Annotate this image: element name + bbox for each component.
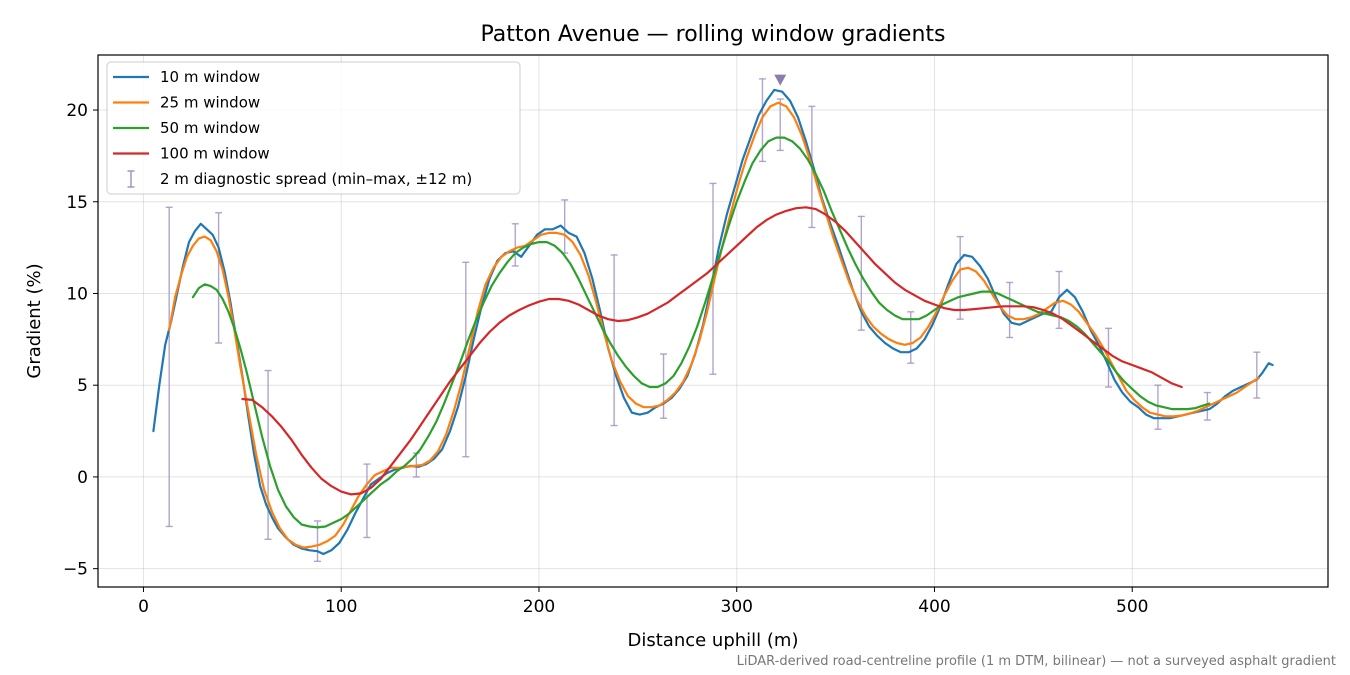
legend-entry: 50 m window: [113, 119, 260, 137]
series-line-50-m-window: [191, 136, 1211, 529]
footnote: LiDAR-derived road-centreline profile (1…: [737, 654, 1336, 669]
legend-label: 10 m window: [160, 68, 260, 86]
spread-bar: [1006, 281, 1014, 339]
series-line-100-m-window: [241, 206, 1183, 496]
plot-frame: [97, 54, 1329, 588]
y-axis-label: Gradient (%): [24, 263, 45, 378]
spread-bar: [363, 463, 371, 539]
spread-bar: [165, 206, 173, 528]
spread-bar: [1154, 384, 1162, 430]
x-tick-label: 300: [721, 597, 753, 617]
spread-bar: [660, 353, 668, 419]
legend-box: [106, 61, 521, 195]
x-tick-label: 200: [523, 597, 555, 617]
x-tick-label: 100: [325, 597, 357, 617]
axis-ticks: 0 100 200 300 400 500 −5 0 5 10 15 20: [63, 101, 1149, 617]
series-line-25-m-window: [168, 101, 1260, 549]
chart-title: Patton Avenue — rolling window gradients: [481, 22, 946, 47]
spread-bar: [776, 98, 784, 152]
spread-bar: [1055, 270, 1063, 330]
legend: 10 m window 25 m window 50 m window 100 m w…: [106, 61, 521, 195]
x-tick-label: 400: [918, 597, 950, 617]
legend-label: 50 m window: [160, 119, 260, 137]
spread-bar: [956, 235, 964, 320]
plot-area: [152, 74, 1274, 563]
y-tick-label: 20: [66, 101, 88, 121]
legend-entry: 10 m window: [113, 68, 260, 86]
legend-entry: 100 m window: [113, 145, 270, 163]
x-tick-label: 0: [138, 597, 149, 617]
y-tick-label: 15: [66, 193, 88, 213]
y-tick-label: 5: [77, 376, 88, 396]
y-tick-label: 10: [66, 284, 88, 304]
legend-entry: 2 m diagnostic spread (min–max, ±12 m): [127, 170, 472, 188]
spread-bar: [907, 311, 915, 364]
y-tick-label: −5: [63, 560, 88, 580]
spread-bar: [1253, 351, 1261, 399]
legend-label: 100 m window: [160, 145, 270, 163]
legend-label: 2 m diagnostic spread (min–max, ±12 m): [160, 170, 472, 188]
spread-bar: [610, 254, 618, 427]
spread-bar: [215, 212, 223, 344]
spread-bar: [511, 223, 519, 267]
peak-marker: [774, 74, 787, 86]
x-tick-label: 500: [1116, 597, 1148, 617]
legend-entry: 25 m window: [113, 94, 260, 112]
legend-swatch: [127, 170, 135, 188]
y-tick-label: 0: [77, 468, 88, 488]
x-axis-label: Distance uphill (m): [628, 630, 799, 651]
legend-label: 25 m window: [160, 94, 260, 112]
